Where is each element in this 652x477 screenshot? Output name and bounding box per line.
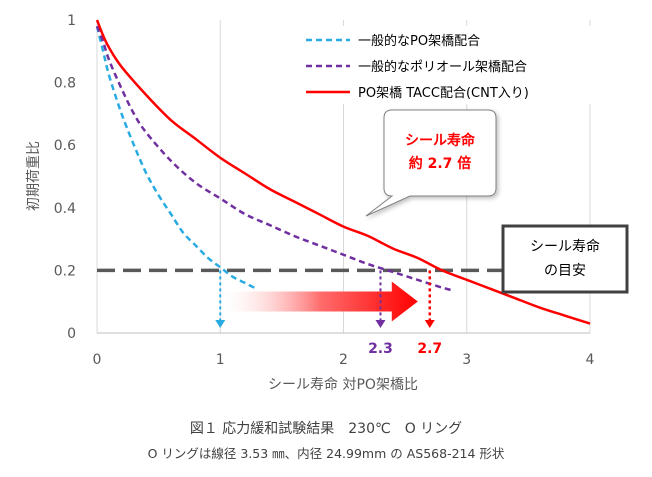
x-tick-label: 4 xyxy=(586,352,595,368)
improvement-arrow-layer xyxy=(224,281,418,322)
legend-label: PO架橋 TACC配合(CNT入り) xyxy=(358,86,529,101)
y-tick-label: 0.2 xyxy=(54,263,76,279)
x-axis-title: シール寿命 対PO架橋比 xyxy=(268,376,418,393)
series-line-2 xyxy=(95,25,455,292)
chart: 2.3 2.7 0 1 2 3 400.20.40.60.81 シール寿命 対PO架橋比 … xyxy=(25,13,629,393)
y-tick-label: 0.8 xyxy=(54,76,76,92)
series-layer xyxy=(95,19,591,325)
y-tick-label: 1 xyxy=(67,13,76,29)
threshold-label-border xyxy=(501,224,629,294)
marker-layer: 2.3 2.7 xyxy=(215,270,442,357)
series-line-3 xyxy=(95,19,591,325)
y-axis-title: 初期荷重比 xyxy=(25,141,42,211)
y-tick-label: 0 xyxy=(67,326,76,342)
x-tick-label: 3 xyxy=(462,352,471,368)
marker-label: 2.7 xyxy=(417,341,442,357)
x-tick-label: 1 xyxy=(216,352,225,368)
legend-label: 一般的なポリオール架橋配合 xyxy=(358,59,527,75)
series-line-1 xyxy=(95,25,258,291)
marker-arrowhead xyxy=(375,320,386,328)
marker-label: 2.3 xyxy=(368,341,393,357)
figure-subcaption: O リングは線径 3.53 ㎜、内径 24.99mm の AS568-214 形… xyxy=(147,446,505,461)
callout: シール寿命 約 2.7 倍 xyxy=(365,109,497,217)
marker-arrowhead xyxy=(424,320,435,328)
callout-line2: 約 2.7 倍 xyxy=(409,155,472,172)
figure-caption: 図１ 応力緩和試験結果 230℃ O リング xyxy=(189,421,463,437)
x-tick-label: 0 xyxy=(93,352,102,368)
tick-layer: 0 1 2 3 4 0 0.2 0.4 0.6 0.8 1 xyxy=(54,13,595,368)
legend-label: 一般的なPO架橋配合 xyxy=(358,33,480,49)
threshold-label-line1: シール寿命 xyxy=(530,238,600,255)
marker-arrowhead xyxy=(215,320,226,328)
y-tick-label: 0.6 xyxy=(54,138,76,154)
callout-line1: シール寿命 xyxy=(405,132,476,149)
threshold-label-line2: の目安 xyxy=(544,263,586,279)
improvement-arrow xyxy=(224,281,418,322)
callout-bubble xyxy=(365,109,497,217)
y-tick-label: 0.4 xyxy=(54,201,76,217)
threshold-label-box: シール寿命 の目安 xyxy=(501,224,629,294)
x-tick-label: 2 xyxy=(339,352,348,368)
